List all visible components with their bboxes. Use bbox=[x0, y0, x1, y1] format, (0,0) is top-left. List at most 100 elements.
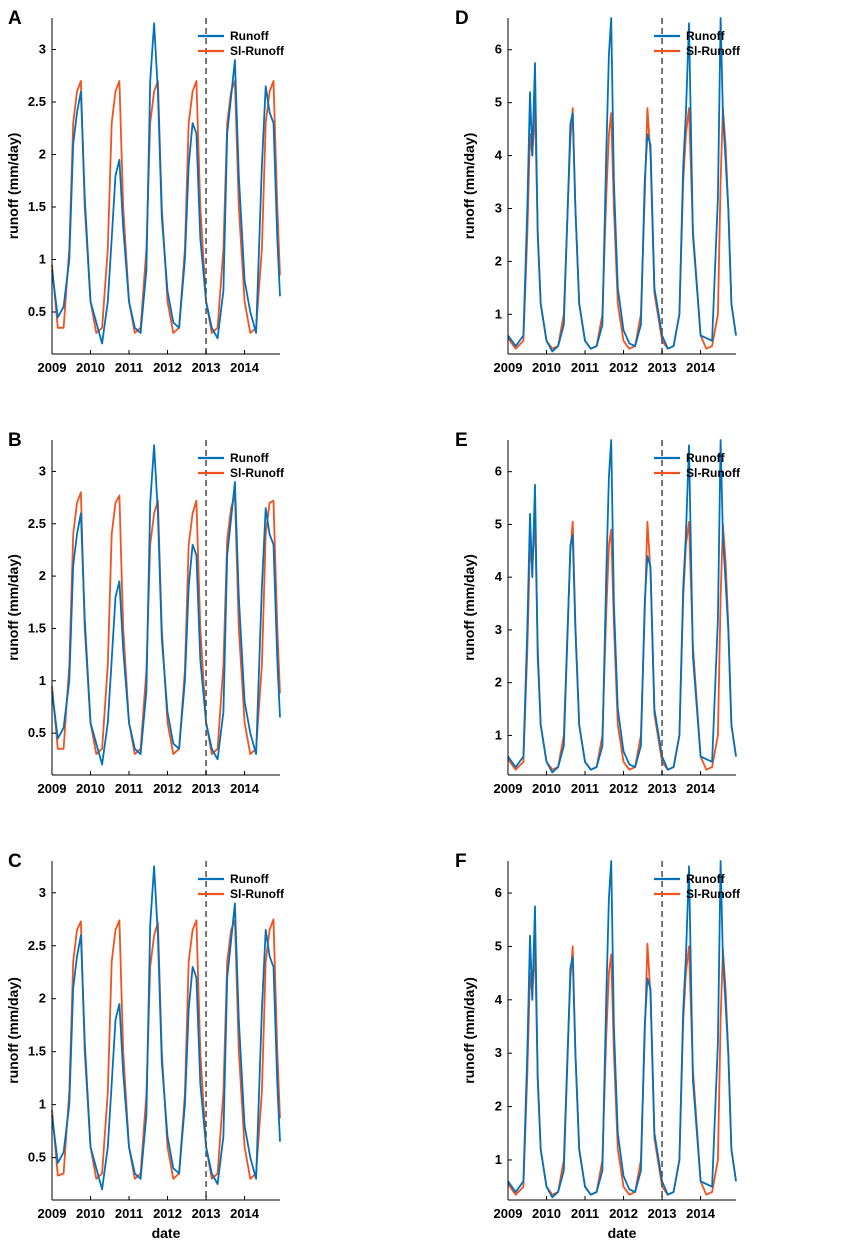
x-tick-label: 2009 bbox=[494, 1206, 523, 1221]
y-tick-label: 5 bbox=[495, 95, 502, 110]
legend-label-sl-runoff: Sl-Runoff bbox=[230, 44, 285, 58]
y-tick-label: 3 bbox=[495, 200, 502, 215]
y-tick-label: 4 bbox=[495, 992, 503, 1007]
x-tick-label: 2009 bbox=[494, 781, 523, 796]
panel-letter: B bbox=[8, 430, 22, 451]
y-tick-label: 4 bbox=[495, 148, 503, 163]
y-axis-label: runoff (mm/day) bbox=[5, 133, 21, 240]
y-tick-label: 2 bbox=[495, 675, 502, 690]
x-tick-label: 2013 bbox=[648, 360, 677, 375]
y-tick-label: 1 bbox=[495, 1152, 502, 1167]
y-tick-label: 3 bbox=[495, 622, 502, 637]
x-tick-label: 2010 bbox=[76, 360, 105, 375]
legend-label-sl-runoff: Sl-Runoff bbox=[686, 466, 741, 480]
y-axis-label: runoff (mm/day) bbox=[5, 977, 21, 1084]
legend-label-sl-runoff: Sl-Runoff bbox=[686, 44, 741, 58]
x-tick-label: 2011 bbox=[115, 781, 143, 796]
panel-letter: C bbox=[8, 851, 22, 872]
x-tick-label: 2013 bbox=[648, 1206, 677, 1221]
y-tick-label: 5 bbox=[495, 516, 502, 531]
y-axis-label: runoff (mm/day) bbox=[5, 554, 21, 661]
x-tick-label: 2011 bbox=[571, 781, 599, 796]
y-tick-label: 0.5 bbox=[28, 1150, 46, 1165]
chart-panel-e: E 1 2 3 4 5 6 2009 2010 2011 2012 2013 2014 runoff (m… bbox=[455, 430, 741, 796]
y-tick-label: 1 bbox=[39, 252, 46, 267]
series-line-runoff bbox=[51, 444, 281, 766]
y-tick-label: 0.5 bbox=[28, 304, 46, 319]
x-tick-label: 2012 bbox=[609, 1206, 638, 1221]
y-tick-label: 2 bbox=[495, 253, 502, 268]
x-axis-label: date bbox=[152, 1225, 181, 1241]
chart-panel-f: F 1 2 3 4 5 6 2009 2010 2011 2012 2013 2014 runoff (m… bbox=[455, 851, 741, 1241]
x-tick-label: 2014 bbox=[230, 1206, 260, 1221]
y-axis-label: runoff (mm/day) bbox=[461, 977, 477, 1084]
series-line-runoff bbox=[507, 860, 737, 1199]
chart-panel-b: B 0.5 1 1.5 2 2.5 3 2009 2010 2011 2012 2013 2014 run… bbox=[5, 430, 285, 796]
x-tick-label: 2012 bbox=[609, 360, 638, 375]
legend-label-runoff: Runoff bbox=[230, 29, 270, 43]
x-tick-label: 2012 bbox=[153, 1206, 182, 1221]
chart-panel-a: A 0.5 1 1.5 2 2.5 3 2009 2010 2011 2012 2013 2014 run… bbox=[5, 8, 285, 375]
series-line-runoff bbox=[51, 865, 281, 1191]
y-tick-label: 3 bbox=[39, 42, 46, 57]
x-tick-label: 2014 bbox=[686, 781, 716, 796]
x-tick-label: 2013 bbox=[192, 781, 221, 796]
legend-label-runoff: Runoff bbox=[230, 872, 270, 886]
series-line-runoff bbox=[507, 439, 737, 774]
x-tick-label: 2009 bbox=[494, 360, 523, 375]
x-tick-label: 2012 bbox=[153, 781, 182, 796]
y-tick-label: 1 bbox=[39, 673, 46, 688]
x-tick-label: 2010 bbox=[532, 360, 561, 375]
y-tick-label: 1.5 bbox=[28, 199, 46, 214]
y-tick-label: 6 bbox=[495, 885, 502, 900]
x-tick-label: 2013 bbox=[192, 360, 221, 375]
legend-label-sl-runoff: Sl-Runoff bbox=[686, 887, 741, 901]
x-tick-label: 2009 bbox=[38, 1206, 67, 1221]
panel-letter: D bbox=[455, 8, 469, 29]
y-tick-label: 1.5 bbox=[28, 620, 46, 635]
y-tick-label: 4 bbox=[495, 569, 503, 584]
legend-label-sl-runoff: Sl-Runoff bbox=[230, 887, 285, 901]
y-tick-label: 6 bbox=[495, 464, 502, 479]
y-tick-label: 2.5 bbox=[28, 516, 46, 531]
x-tick-label: 2010 bbox=[532, 781, 561, 796]
y-tick-label: 1 bbox=[39, 1097, 46, 1112]
y-axis-label: runoff (mm/day) bbox=[461, 554, 477, 661]
x-tick-label: 2011 bbox=[115, 1206, 143, 1221]
x-tick-label: 2012 bbox=[609, 781, 638, 796]
series-line-sl-runoff bbox=[51, 491, 281, 755]
series-line-sl-runoff bbox=[51, 918, 281, 1180]
x-tick-label: 2011 bbox=[571, 360, 599, 375]
y-tick-label: 1 bbox=[495, 727, 502, 742]
series-line-runoff bbox=[51, 22, 281, 345]
series-line-sl-runoff bbox=[51, 80, 281, 334]
x-tick-label: 2011 bbox=[115, 360, 143, 375]
y-tick-label: 1.5 bbox=[28, 1044, 46, 1059]
y-tick-label: 2 bbox=[39, 147, 46, 162]
x-tick-label: 2012 bbox=[153, 360, 182, 375]
y-tick-label: 2 bbox=[495, 1099, 502, 1114]
y-tick-label: 2.5 bbox=[28, 94, 46, 109]
panel-letter: A bbox=[8, 8, 22, 29]
y-tick-label: 1 bbox=[495, 306, 502, 321]
x-tick-label: 2010 bbox=[76, 1206, 105, 1221]
legend-label-runoff: Runoff bbox=[230, 451, 270, 465]
x-tick-label: 2011 bbox=[571, 1206, 599, 1221]
legend-label-runoff: Runoff bbox=[686, 872, 726, 886]
y-tick-label: 3 bbox=[39, 885, 46, 900]
legend-label-sl-runoff: Sl-Runoff bbox=[230, 466, 285, 480]
x-tick-label: 2009 bbox=[38, 360, 67, 375]
x-tick-label: 2010 bbox=[76, 781, 105, 796]
y-tick-label: 0.5 bbox=[28, 725, 46, 740]
y-tick-label: 2 bbox=[39, 568, 46, 583]
panel-letter: E bbox=[455, 430, 468, 451]
legend-label-runoff: Runoff bbox=[686, 29, 726, 43]
chart-panel-c: C 0.5 1 1.5 2 2.5 3 2009 2010 2011 2012 2013 2014 run… bbox=[5, 851, 285, 1241]
x-tick-label: 2014 bbox=[686, 360, 716, 375]
x-tick-label: 2014 bbox=[230, 781, 260, 796]
y-tick-label: 3 bbox=[39, 463, 46, 478]
series-line-runoff bbox=[507, 17, 737, 353]
y-tick-label: 2.5 bbox=[28, 938, 46, 953]
y-tick-label: 2 bbox=[39, 991, 46, 1006]
